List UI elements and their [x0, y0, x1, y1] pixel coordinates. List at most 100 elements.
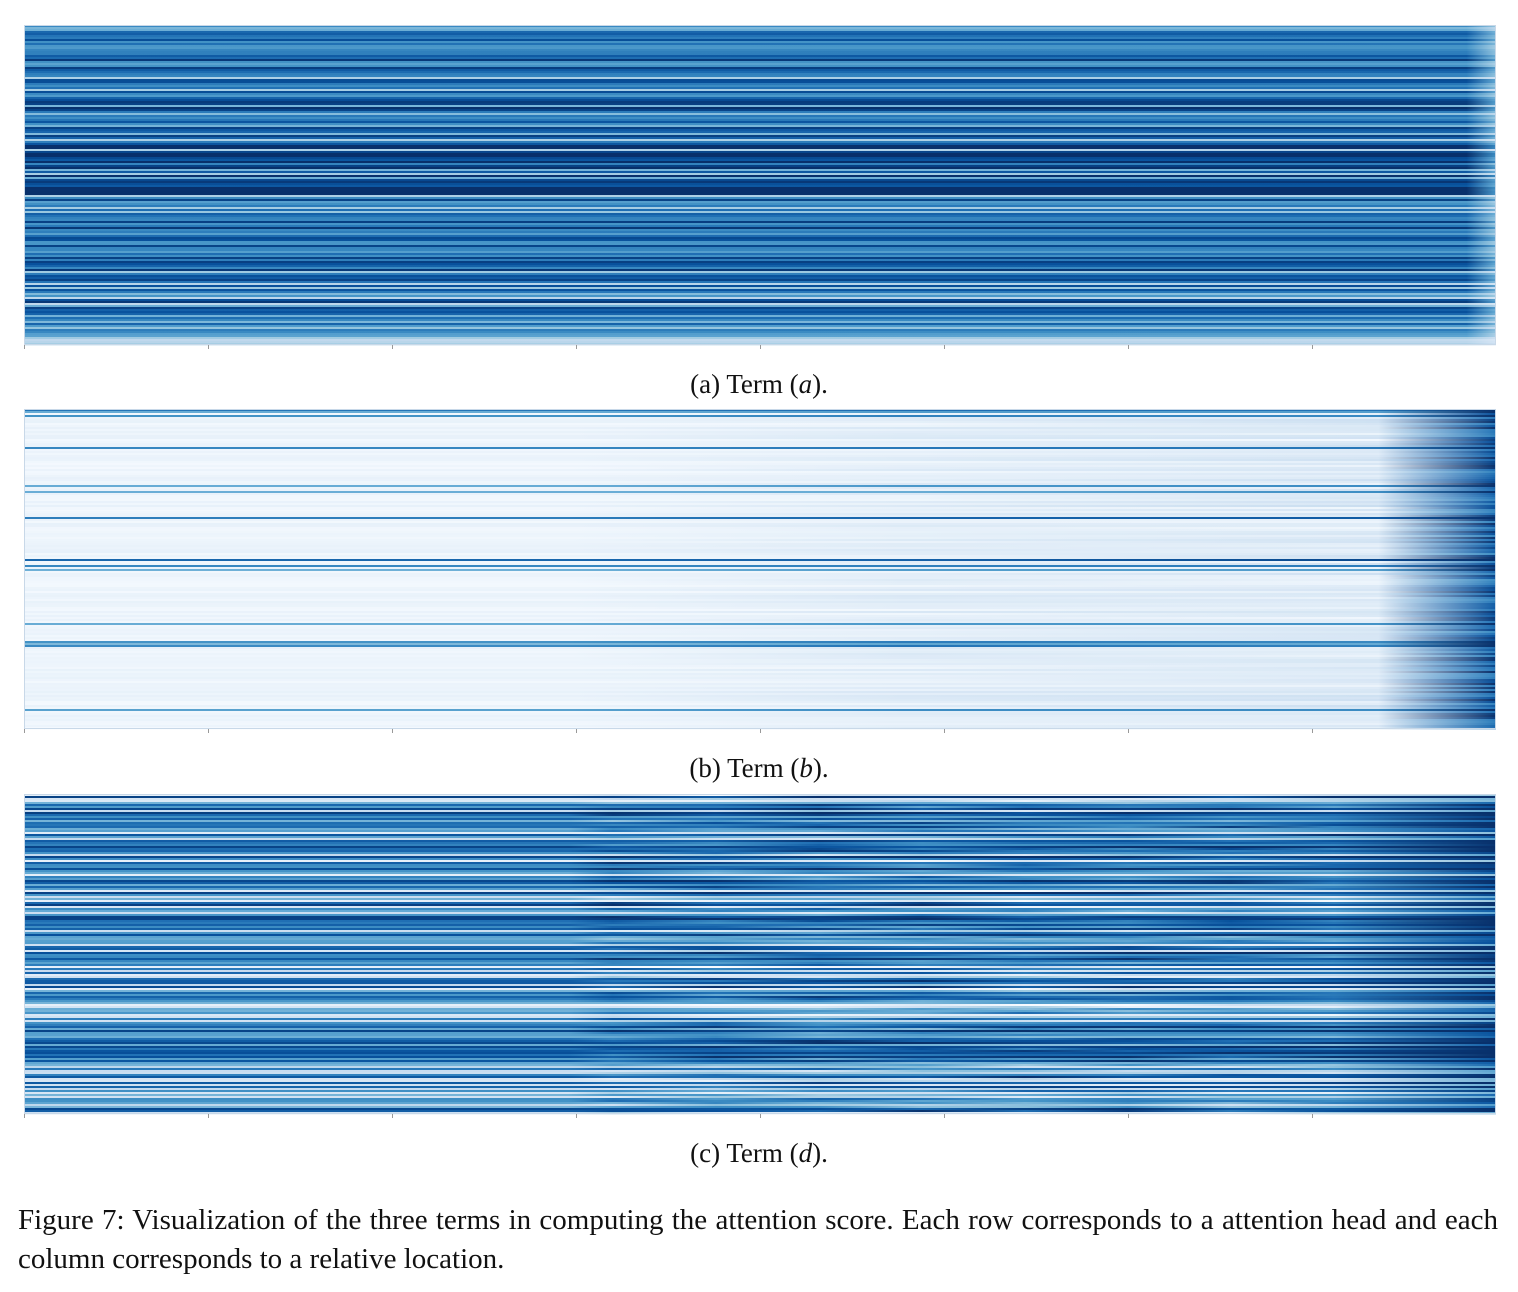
heatmap-row — [24, 926, 1496, 929]
heatmap-row — [24, 980, 1496, 983]
heatmap-row — [24, 425, 1496, 428]
heatmap-row — [24, 1024, 1496, 1027]
heatmap-row — [24, 1002, 1496, 1005]
heatmap-row — [24, 900, 1496, 903]
heatmap-rows — [24, 25, 1496, 346]
heatmap-row — [24, 882, 1496, 885]
heatmap-row — [24, 653, 1496, 656]
heatmap-row — [24, 866, 1496, 869]
heatmap-row — [24, 239, 1496, 242]
heatmap-row — [24, 860, 1496, 863]
heatmap-row — [24, 695, 1496, 698]
heatmap-row — [24, 485, 1496, 488]
plot-frame — [24, 409, 1496, 729]
heatmap-row — [24, 1040, 1496, 1043]
heatmap-row — [24, 808, 1496, 811]
heatmap-row — [24, 85, 1496, 88]
heatmap-row — [24, 519, 1496, 522]
caption-a-term: a — [798, 369, 813, 399]
heatmap-row — [24, 966, 1496, 969]
heatmap-row — [24, 852, 1496, 855]
heatmap-row — [24, 557, 1496, 560]
heatmap-row — [24, 916, 1496, 919]
heatmap-row — [24, 673, 1496, 676]
heatmap-row — [24, 121, 1496, 124]
heatmap-row — [24, 994, 1496, 997]
heatmap-row — [24, 305, 1496, 308]
heatmap-row — [24, 499, 1496, 502]
heatmap-row — [24, 1050, 1496, 1053]
heatmap-row — [24, 267, 1496, 270]
heatmap-row — [24, 657, 1496, 660]
heatmap-row — [24, 914, 1496, 917]
heatmap-row — [24, 231, 1496, 234]
caption-c-term: d — [798, 1138, 813, 1168]
heatmap-row — [24, 287, 1496, 290]
heatmap-row — [24, 141, 1496, 144]
heatmap-row — [24, 147, 1496, 150]
heatmap-row — [24, 443, 1496, 446]
heatmap-row — [24, 713, 1496, 716]
heatmap-row — [24, 705, 1496, 708]
heatmap-term-d — [24, 794, 1496, 1120]
heatmap-row — [24, 181, 1496, 184]
heatmap-row — [24, 547, 1496, 550]
heatmap-row — [24, 1074, 1496, 1077]
heatmap-row — [24, 922, 1496, 925]
heatmap-row — [24, 49, 1496, 52]
heatmap-row — [24, 261, 1496, 264]
heatmap-row — [24, 864, 1496, 867]
heatmap-row — [24, 69, 1496, 72]
heatmap-row — [24, 872, 1496, 875]
heatmap-row — [24, 804, 1496, 807]
heatmap-row — [24, 233, 1496, 236]
heatmap-row — [24, 1106, 1496, 1109]
heatmap-row — [24, 982, 1496, 985]
heatmap-term-b — [24, 409, 1496, 735]
heatmap-row — [24, 191, 1496, 194]
heatmap-row — [24, 1096, 1496, 1099]
heatmap-row — [24, 137, 1496, 140]
heatmap-row — [24, 830, 1496, 833]
heatmap-row — [24, 800, 1496, 803]
heatmap-row — [24, 271, 1496, 274]
heatmap-row — [24, 691, 1496, 694]
heatmap-row — [24, 629, 1496, 632]
heatmap-row — [24, 1094, 1496, 1097]
heatmap-row — [24, 886, 1496, 889]
heatmap-row — [24, 617, 1496, 620]
caption-b-prefix: (b) Term ( — [689, 753, 800, 783]
heatmap-row — [24, 153, 1496, 156]
heatmap-row — [24, 954, 1496, 957]
heatmap-row — [24, 681, 1496, 684]
heatmap-row — [24, 467, 1496, 470]
heatmap-row — [24, 465, 1496, 468]
heatmap-row — [24, 285, 1496, 288]
heatmap-row — [24, 71, 1496, 74]
heatmap-row — [24, 521, 1496, 524]
heatmap-row — [24, 924, 1496, 927]
heatmap-row — [24, 581, 1496, 584]
heatmap-row — [24, 1060, 1496, 1063]
heatmap-row — [24, 195, 1496, 198]
heatmap-row — [24, 1072, 1496, 1075]
heatmap-row — [24, 223, 1496, 226]
heatmap-row — [24, 794, 1496, 797]
heatmap-row — [24, 209, 1496, 212]
heatmap-row — [24, 77, 1496, 80]
heatmap-row — [24, 725, 1496, 728]
heatmap-row — [24, 277, 1496, 280]
heatmap-row — [24, 1092, 1496, 1095]
heatmap-row — [24, 447, 1496, 450]
heatmap-row — [24, 431, 1496, 434]
caption-a: (a) Term (a). — [0, 368, 1518, 400]
heatmap-row — [24, 299, 1496, 302]
heatmap-row — [24, 1008, 1496, 1011]
heatmap-row — [24, 303, 1496, 306]
heatmap-row — [24, 279, 1496, 282]
heatmap-row — [24, 1054, 1496, 1057]
heatmap-row — [24, 427, 1496, 430]
heatmap-row — [24, 984, 1496, 987]
heatmap-row — [24, 161, 1496, 164]
heatmap-row — [24, 149, 1496, 152]
